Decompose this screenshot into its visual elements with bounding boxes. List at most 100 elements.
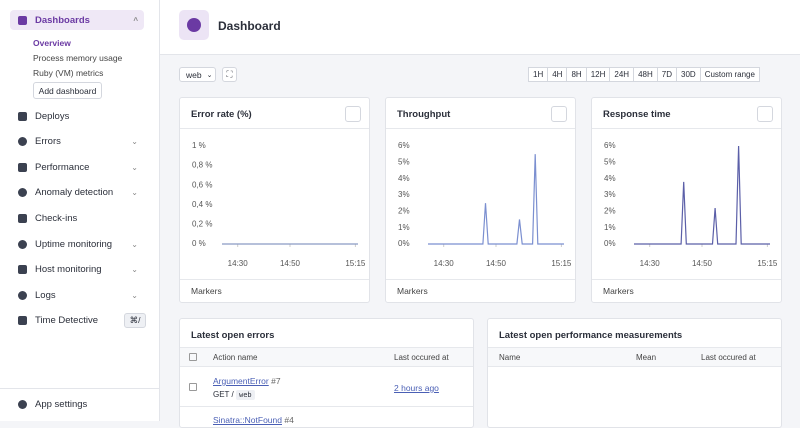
column-header: Mean (636, 353, 657, 362)
export-button[interactable] (551, 106, 567, 122)
nav-label: Host monitoring (35, 264, 102, 276)
error-count: #4 (284, 415, 294, 425)
y-tick-label: 6% (604, 141, 616, 150)
custom-range[interactable]: Custom range (699, 67, 760, 82)
chart-panel: Error rate (%) Markers 0 % 0,2 % 0,4 % 0,6 % 0… (179, 97, 370, 303)
divider (180, 128, 369, 129)
header-icon (179, 10, 209, 40)
range-button[interactable]: 48H (633, 67, 657, 82)
chevron: ⌄ (131, 265, 138, 275)
sub-item[interactable]: Ruby (VM) metrics (33, 68, 104, 78)
nav-label: Logs (35, 289, 56, 301)
error-link[interactable]: Sinatra::NotFound (213, 415, 282, 425)
range-button[interactable]: 8H (566, 67, 586, 82)
column-header: Action name (213, 353, 258, 362)
range-button[interactable]: 1H (528, 67, 548, 82)
namespace-select[interactable]: web ⌄ (179, 67, 216, 82)
nav-item[interactable]: Logs ⌄ (10, 285, 144, 305)
range-button[interactable]: 30D (676, 67, 700, 82)
y-tick-label: 4% (398, 174, 410, 183)
nav-icon (18, 265, 27, 275)
chart: 0% 1% 2% 3% 4% 5% 6% 14:30 14:50 15:15 (604, 141, 778, 268)
chart: 0% 1% 2% 3% 4% 5% 6% 14:30 14:50 15:15 (398, 141, 572, 268)
chart-panel: Response time Markers 0% 1% 2% 3% 4% 5% 6% 14:30 1… (591, 97, 782, 303)
divider (592, 128, 781, 129)
nav-icon (18, 316, 27, 326)
y-tick-label: 0% (604, 239, 616, 248)
column-header: Last occured at (701, 353, 756, 362)
y-tick-label: 5% (604, 157, 616, 166)
chart: 0 % 0,2 % 0,4 % 0,6 % 0,8 % 1 % 14:30 14:50 15:1… (192, 141, 366, 268)
nav-icon (18, 137, 27, 147)
chevron: ⌄ (131, 162, 138, 172)
y-tick-label: 1% (398, 223, 410, 232)
y-tick-label: 2% (398, 206, 410, 215)
x-tick-label: 14:50 (280, 259, 301, 268)
y-tick-label: 0,4 % (192, 200, 212, 209)
y-tick-label: 3% (398, 190, 410, 199)
y-tick-label: 0 % (192, 239, 206, 248)
chevron: ⌄ (131, 137, 138, 147)
y-tick-label: 2% (604, 206, 616, 215)
add-button[interactable]: Add dashboard (33, 82, 102, 99)
nav-item[interactable]: Dashboards ^ (10, 10, 144, 30)
nav-item[interactable]: Check-ins (10, 208, 144, 228)
nav-label: Check-ins (35, 212, 78, 224)
panel-title: Latest open performance measurements (499, 330, 683, 341)
nav-label: Anomaly detection (35, 187, 114, 199)
nav-item[interactable]: Deploys (10, 106, 144, 126)
divider (386, 279, 575, 280)
nav-item[interactable]: Errors ⌄ (10, 132, 144, 152)
nav-item[interactable]: App settings (10, 394, 144, 414)
error-link[interactable]: ArgumentError (213, 376, 269, 386)
y-tick-label: 3% (604, 190, 616, 199)
select-value: web (186, 69, 202, 80)
nav-icon (18, 290, 27, 300)
range-button[interactable]: 24H (609, 67, 634, 82)
error-count: #7 (271, 376, 281, 386)
page-title: Dashboard (218, 19, 281, 33)
nav-item[interactable]: Anomaly detection ⌄ (10, 183, 144, 203)
checkbox[interactable] (189, 383, 197, 391)
chevron: ⌄ (131, 239, 138, 249)
nav-icon (18, 111, 27, 121)
x-tick-label: 14:30 (640, 259, 661, 268)
shortcut: ⌘/ (124, 313, 146, 328)
namespace-chip: web (235, 390, 255, 400)
range-button[interactable]: 7D (656, 67, 676, 82)
sub-item[interactable]: Overview (33, 38, 71, 48)
y-tick-label: 0,8 % (192, 161, 212, 170)
x-tick-label: 14:30 (228, 259, 249, 268)
y-tick-label: 0% (398, 239, 410, 248)
performance-panel: Latest open performance measurements Nam… (487, 318, 782, 428)
fullscreen-button[interactable]: ⛶ (222, 67, 237, 82)
nav-label: Dashboards (35, 14, 90, 26)
export-button[interactable] (345, 106, 361, 122)
y-tick-label: 0,2 % (192, 220, 212, 229)
nav-label: Uptime monitoring (35, 238, 113, 250)
panel-title: Latest open errors (191, 330, 275, 341)
range-group: 1H 4H 8H 12H 24H 48H 7D 30D Custom range (528, 67, 760, 82)
nav-label: Deploys (35, 110, 70, 122)
nav-icon (18, 188, 27, 198)
y-tick-label: 4% (604, 174, 616, 183)
panel-title: Throughput (397, 109, 451, 120)
checkbox[interactable] (189, 353, 197, 361)
errors-panel: Latest open errors Action name Last occu… (179, 318, 474, 428)
divider (592, 279, 781, 280)
nav-label: App settings (35, 398, 88, 410)
range-button[interactable]: 4H (547, 67, 567, 82)
nav-item[interactable]: Uptime monitoring ⌄ (10, 234, 144, 254)
x-tick-label: 14:50 (692, 259, 713, 268)
x-tick-label: 15:15 (345, 259, 366, 268)
nav-item[interactable]: Host monitoring ⌄ (10, 260, 144, 280)
line-series (634, 145, 770, 245)
chevron: ⌄ (131, 290, 138, 300)
nav-item[interactable]: Time Detective (10, 311, 144, 331)
export-button[interactable] (757, 106, 773, 122)
time-link[interactable]: 2 hours ago (394, 383, 439, 393)
range-button[interactable]: 12H (585, 67, 610, 82)
sub-item[interactable]: Process memory usage (33, 53, 123, 63)
nav-item[interactable]: Performance ⌄ (10, 157, 144, 177)
